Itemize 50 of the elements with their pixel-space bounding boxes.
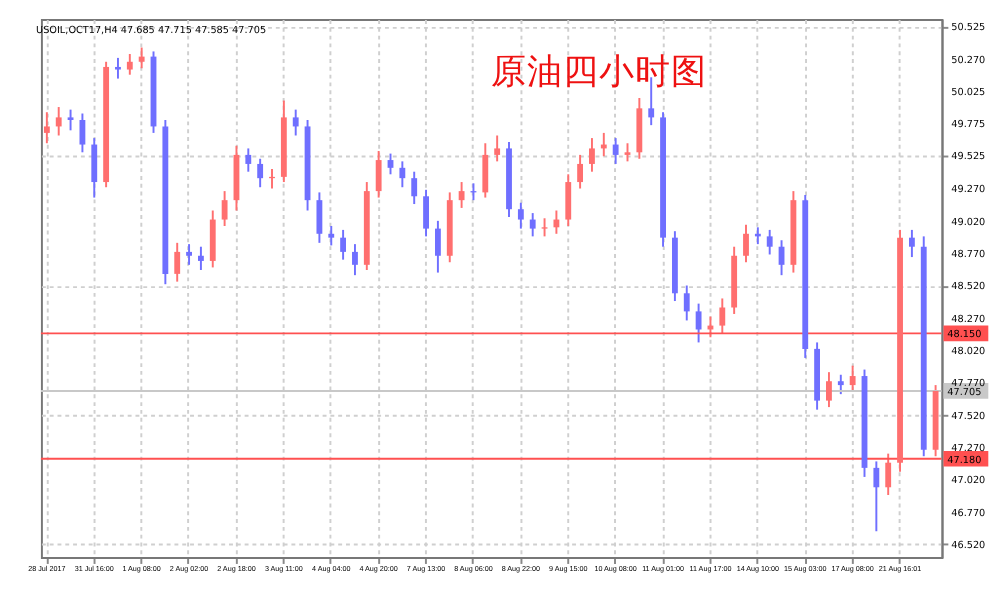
candlestick: [352, 243, 358, 277]
candlestick: [55, 106, 62, 137]
candlestick: [126, 53, 133, 76]
candlestick: [174, 241, 181, 283]
candlestick: [91, 137, 98, 199]
candlestick: [186, 243, 192, 266]
candlestick: [577, 153, 584, 190]
candlestick: [245, 147, 252, 173]
candlestick: [908, 228, 915, 259]
candlestick: [743, 223, 749, 264]
candlestick: [565, 173, 572, 227]
candlestick: [399, 160, 406, 189]
candlestick: [316, 191, 323, 244]
candlestick: [541, 217, 548, 238]
candlestick: [340, 228, 347, 261]
candlestick: [553, 209, 560, 235]
candlestick: [115, 56, 121, 80]
annotation: 原油四小时图: [491, 51, 708, 92]
candlestick: [209, 209, 216, 269]
candlestick: [624, 142, 631, 163]
candlestick: [529, 212, 536, 238]
candlestick: [67, 108, 74, 132]
candlestick: [683, 284, 690, 322]
candlestick: [766, 228, 773, 256]
candlestick: [79, 112, 86, 154]
candlestick: [221, 190, 228, 227]
candlestick: [636, 97, 643, 160]
candlestick: [517, 201, 524, 230]
candlestick: [826, 371, 832, 409]
candlestick: [257, 157, 264, 189]
candlestick: [458, 181, 465, 209]
candlestick: [695, 302, 702, 344]
candlestick: [482, 142, 489, 199]
candlestick: [434, 219, 441, 274]
candlestick: [849, 364, 856, 393]
candlestick: [494, 134, 501, 163]
candlestick: [837, 373, 844, 396]
candlestick: [43, 111, 50, 145]
candlestick: [589, 137, 595, 173]
candlestick: [423, 188, 429, 238]
candlestick: [292, 108, 299, 137]
candlestick: [138, 46, 145, 70]
candlestick: [885, 452, 892, 497]
candlestick: [612, 137, 619, 165]
candlestick: [197, 245, 204, 271]
candlestick: [411, 170, 418, 206]
candlestick: [719, 297, 726, 335]
candlestick: [873, 460, 880, 533]
candlestick: [328, 225, 335, 247]
candlestick: [375, 150, 382, 199]
